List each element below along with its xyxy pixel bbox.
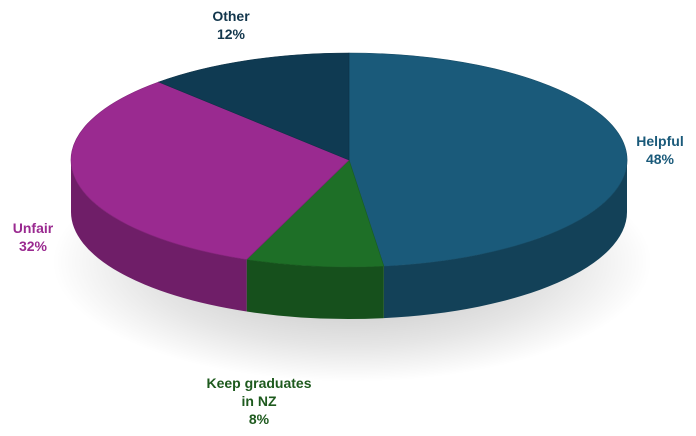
slice-unfair-side xyxy=(70,160,247,312)
pie-sides xyxy=(70,160,628,320)
slice-keep-graduates-in-nz xyxy=(246,159,385,268)
slice-helpful xyxy=(348,52,628,267)
slice-helpful-side xyxy=(383,160,628,319)
slice-keep-graduates-in-nz-side xyxy=(246,259,384,320)
slice-keep-graduates-in-nz-label: Keep graduates in NZ 8% xyxy=(206,375,311,427)
pie-tops xyxy=(70,52,628,268)
slice-other-label: Other 12% xyxy=(212,8,250,42)
pie-labels: Helpful 48% Keep graduates in NZ 8% Unfair 32%… xyxy=(13,8,684,427)
slice-other xyxy=(157,52,350,161)
slice-unfair xyxy=(70,81,350,260)
slice-helpful-label: Helpful 48% xyxy=(636,133,683,167)
slice-unfair-label: Unfair 32% xyxy=(13,220,54,254)
